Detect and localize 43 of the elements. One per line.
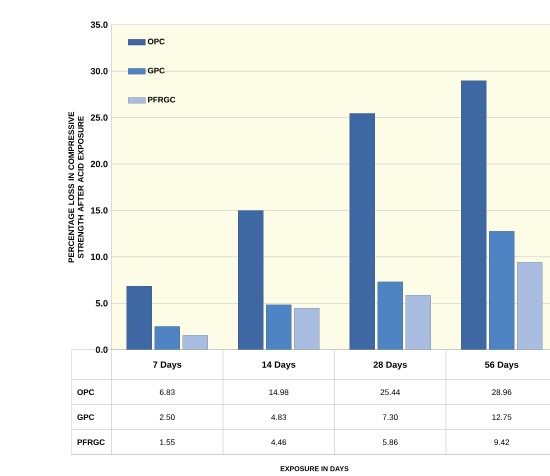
bar — [182, 335, 208, 350]
data-label: 25.44 — [380, 389, 400, 396]
y-tick-label: 20.0 — [90, 160, 108, 168]
legend-label: PFRGC — [148, 96, 176, 102]
x-tick-label: 7 Days — [153, 362, 182, 370]
data-label: 2.50 — [160, 414, 175, 420]
data-label: 7.30 — [382, 414, 398, 420]
data-label: 28.96 — [492, 389, 512, 396]
bar — [350, 113, 375, 350]
bar — [294, 308, 320, 350]
data-label: 4.46 — [271, 439, 286, 446]
data-label: 1.55 — [160, 439, 175, 445]
data-label: 12.75 — [492, 414, 512, 420]
text: PFRGC — [78, 439, 105, 446]
legend-label: GPC — [148, 68, 165, 74]
y-tick-label: 30.0 — [90, 68, 108, 74]
y-tick-label: 10.0 — [91, 254, 108, 260]
text: GPC — [77, 414, 94, 420]
data-label: 9.42 — [494, 439, 510, 446]
y-tick-label: 35.0 — [90, 22, 108, 28]
bar — [238, 210, 264, 350]
legend-label: OPC — [148, 38, 165, 44]
bar — [154, 326, 180, 350]
data-label: 5.86 — [382, 439, 398, 446]
bar — [489, 231, 514, 350]
data-label: 14.98 — [269, 389, 288, 396]
text: OPC — [77, 389, 94, 396]
x-tick-label: 14 Days — [262, 362, 296, 370]
bar — [406, 295, 431, 350]
y-tick-label: 15.0 — [91, 207, 108, 214]
bar — [266, 304, 292, 350]
bar — [517, 262, 542, 350]
y-tick-label: 0.0 — [96, 346, 108, 353]
y-tick-label: 25.0 — [90, 114, 108, 121]
data-label: 4.83 — [271, 414, 286, 420]
data-label: 6.83 — [160, 389, 175, 396]
x-tick-label: 28 Days — [374, 361, 407, 370]
bar — [126, 286, 152, 350]
y-tick-label: 5.0 — [96, 300, 108, 306]
bar — [378, 282, 403, 350]
bar — [461, 80, 486, 350]
y-axis-title: PERCENTAGE LOSS IN COMPRESSIVE STRENGTH AFTER ACID EXPOSURE — [68, 112, 84, 262]
x-tick-label: 56 Days — [485, 361, 518, 370]
